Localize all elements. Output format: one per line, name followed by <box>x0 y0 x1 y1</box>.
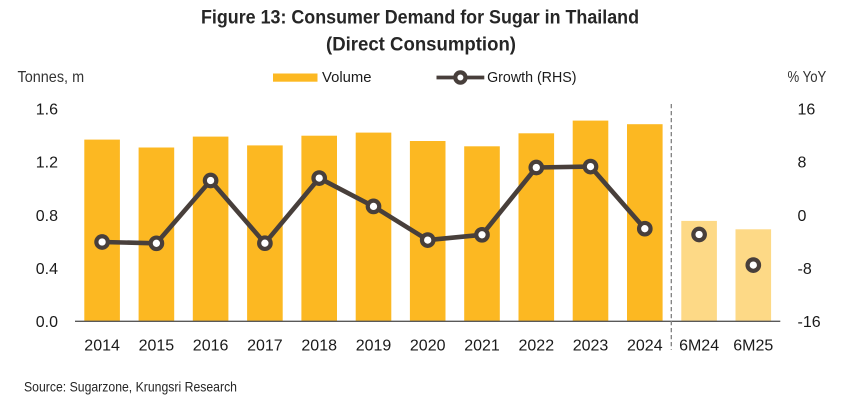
svg-text:2018: 2018 <box>301 338 337 355</box>
svg-text:2016: 2016 <box>193 338 229 355</box>
svg-text:% YoY: % YoY <box>788 69 827 86</box>
svg-text:2017: 2017 <box>247 338 283 355</box>
svg-text:2021: 2021 <box>464 338 500 355</box>
svg-text:8: 8 <box>798 155 807 172</box>
svg-text:0.4: 0.4 <box>36 261 58 278</box>
svg-text:1.2: 1.2 <box>36 155 58 172</box>
svg-text:-16: -16 <box>798 314 821 331</box>
svg-text:Tonnes, m: Tonnes, m <box>18 69 85 86</box>
svg-text:2020: 2020 <box>410 338 446 355</box>
svg-text:0.0: 0.0 <box>36 314 58 331</box>
svg-text:0: 0 <box>798 208 807 225</box>
svg-text:2019: 2019 <box>356 338 392 355</box>
svg-text:6M25: 6M25 <box>733 338 773 355</box>
svg-text:2024: 2024 <box>627 338 663 355</box>
svg-text:2022: 2022 <box>519 338 555 355</box>
svg-text:Volume: Volume <box>322 70 372 86</box>
svg-text:Growth (RHS): Growth (RHS) <box>487 70 576 86</box>
svg-text:16: 16 <box>798 102 816 119</box>
svg-text:1.6: 1.6 <box>36 102 58 119</box>
svg-text:2014: 2014 <box>84 338 120 355</box>
svg-text:Source: Sugarzone, Krungsri Re: Source: Sugarzone, Krungsri Research <box>24 378 237 394</box>
svg-text:-8: -8 <box>798 261 812 278</box>
svg-text:6M24: 6M24 <box>679 338 719 355</box>
svg-text:0.8: 0.8 <box>36 208 58 225</box>
svg-text:Figure 13: Consumer Demand for: Figure 13: Consumer Demand for Sugar in … <box>201 8 639 29</box>
svg-text:(Direct Consumption): (Direct Consumption) <box>326 35 516 56</box>
svg-text:2015: 2015 <box>139 338 175 355</box>
svg-text:2023: 2023 <box>573 338 609 355</box>
